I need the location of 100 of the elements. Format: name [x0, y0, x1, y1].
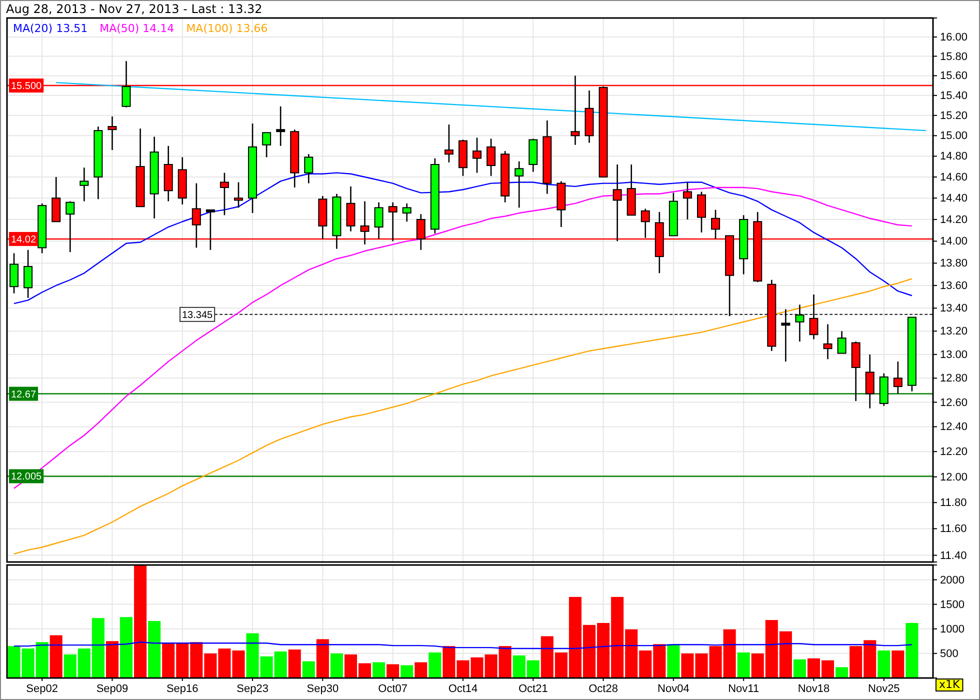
candlestick — [108, 116, 117, 151]
candlestick — [276, 106, 286, 147]
ref-line-label: 15.500 — [11, 81, 42, 92]
candlestick — [402, 202, 412, 222]
y-tick-label: 12.40 — [940, 421, 968, 434]
y-tick-label: 14.40 — [940, 192, 968, 205]
candlestick — [234, 182, 243, 208]
y-tick-label: 15.40 — [940, 90, 968, 102]
y-tick-label: 500 — [940, 648, 958, 660]
bar — [737, 652, 750, 678]
candlestick — [514, 160, 524, 208]
candlestick — [865, 354, 874, 409]
bar — [906, 622, 918, 678]
x-tick-label: Oct07 — [378, 682, 408, 695]
x-tick-label: Sep30 — [306, 682, 339, 695]
text: MA(50) 14.14 — [100, 22, 174, 35]
candlestick — [809, 294, 818, 340]
y-tick-label: 15.80 — [940, 50, 968, 63]
bar — [134, 565, 147, 678]
y-tick-label: 11.80 — [940, 497, 967, 510]
bar — [836, 667, 848, 678]
candlestick — [781, 308, 790, 362]
bar — [148, 621, 161, 678]
x-tick-label: Nov25 — [868, 682, 900, 695]
text: MA(100) 13.66 — [186, 22, 268, 35]
bar — [50, 635, 62, 678]
candlestick — [122, 60, 131, 108]
x-tick-label: Oct21 — [518, 682, 548, 695]
candlestick — [837, 330, 846, 354]
x-tick-label: Sep09 — [96, 682, 128, 695]
y-tick-label: 2000 — [940, 574, 964, 586]
x-tick-label: Sep02 — [26, 682, 58, 695]
y-tick-label: 13.40 — [940, 302, 968, 315]
y-tick-label: 12.80 — [940, 372, 968, 385]
y-tick-label: 15.00 — [940, 130, 968, 142]
y-tick-label: 14.00 — [940, 236, 968, 248]
y-tick-label: 12.00 — [940, 471, 968, 484]
y-tick-label: 11.60 — [940, 523, 967, 536]
x-tick-label: Nov11 — [728, 682, 760, 695]
candlestick — [262, 132, 272, 158]
candlestick — [66, 200, 75, 253]
bar — [414, 662, 428, 678]
x-tick-label: Nov18 — [798, 682, 830, 695]
candlestick — [304, 153, 314, 184]
bar — [878, 650, 890, 678]
bar — [667, 644, 680, 678]
bar — [106, 641, 118, 678]
candlestick — [472, 137, 482, 174]
bar — [386, 664, 400, 678]
candlestick — [374, 202, 384, 240]
bar — [372, 662, 386, 678]
y-tick-label: 15.20 — [940, 110, 968, 122]
ref-line-label: 12.67 — [11, 389, 36, 400]
candlestick — [795, 304, 804, 342]
line-series — [13, 642, 913, 650]
candlestick — [220, 172, 229, 216]
bar — [302, 661, 315, 678]
y-tick-label: 15.60 — [940, 70, 968, 82]
bar — [316, 639, 329, 678]
x-tick-label: Oct14 — [448, 682, 478, 695]
candlestick — [682, 182, 692, 220]
candlestick — [486, 138, 496, 177]
y-tick-label: 1000 — [940, 623, 964, 636]
bar — [120, 617, 133, 678]
candlestick — [893, 360, 902, 394]
x-tick-label: Oct28 — [588, 682, 618, 695]
x-tick-label: Sep16 — [166, 682, 198, 695]
y-tick-label: 11.40 — [940, 550, 967, 562]
candlestick — [24, 249, 33, 299]
ref-line-label: 14.02 — [11, 234, 36, 246]
y-tick-label: 13.20 — [940, 326, 968, 338]
y-tick-label: 13.60 — [940, 280, 968, 292]
y-tick-label: 14.20 — [940, 214, 968, 226]
chart-title: Aug 28, 2013 - Nov 27, 2013 - Last : 13.32 — [6, 2, 262, 16]
bar — [892, 650, 904, 678]
bar — [793, 659, 806, 678]
y-tick-label: 13.80 — [940, 258, 968, 270]
candlestick — [10, 252, 19, 294]
candlestick — [444, 124, 454, 164]
candlestick — [346, 186, 356, 232]
candlestick — [80, 166, 89, 202]
y-tick-label: 16.00 — [940, 32, 968, 44]
candlestick — [52, 176, 61, 222]
bar — [400, 665, 414, 678]
candlestick — [206, 209, 215, 251]
x-tick-label: Sep23 — [236, 682, 268, 695]
ref-line-label: 13.345 — [182, 310, 214, 321]
y-tick-label: 13.00 — [940, 348, 968, 361]
bar — [428, 652, 442, 678]
y-tick-label: 12.60 — [940, 396, 968, 409]
candlestick — [823, 324, 832, 360]
bar — [330, 653, 343, 678]
x-tick-label: Nov04 — [658, 682, 690, 695]
y-axis-title: x1K — [939, 678, 961, 691]
y-tick-label: 14.80 — [940, 150, 968, 163]
bar — [288, 650, 301, 678]
candlestick — [697, 191, 706, 234]
line-series — [13, 278, 913, 555]
text: MA(20) 13.51 — [13, 22, 88, 35]
y-tick-label: 12.20 — [940, 446, 968, 458]
